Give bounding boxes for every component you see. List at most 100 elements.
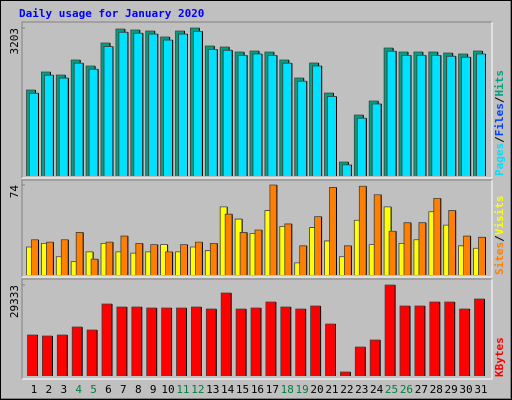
bar-shade xyxy=(314,216,322,275)
bar-shade xyxy=(234,218,243,275)
x-tick-label: 26 xyxy=(400,383,413,396)
bar xyxy=(414,305,425,376)
legend-entry: Sites xyxy=(493,242,506,275)
bar xyxy=(44,75,54,176)
bar-shade xyxy=(160,244,168,275)
bar xyxy=(163,40,173,176)
bar xyxy=(135,243,143,275)
bar-shade xyxy=(459,308,470,376)
bar-shade xyxy=(369,339,381,376)
bar-shade xyxy=(75,232,84,275)
bar xyxy=(130,253,138,275)
bar xyxy=(118,32,128,176)
bar-shade xyxy=(428,51,438,176)
bar-shade xyxy=(26,89,36,176)
bar-shade xyxy=(310,305,321,376)
legend-entry: Hits xyxy=(493,70,506,97)
bar xyxy=(282,63,292,176)
bar xyxy=(133,33,143,176)
bar-shade xyxy=(356,117,367,176)
bar xyxy=(329,187,337,275)
bar xyxy=(26,247,34,275)
bar xyxy=(160,244,168,275)
bar-shade xyxy=(443,52,453,176)
x-tick-label: 31 xyxy=(474,383,487,396)
bar-shade xyxy=(73,62,84,176)
bar xyxy=(280,306,291,376)
bar-shade xyxy=(416,55,426,176)
x-tick-label: 16 xyxy=(251,383,264,396)
bar xyxy=(193,31,203,176)
bar xyxy=(309,227,317,275)
bar xyxy=(240,232,248,275)
panel-border xyxy=(21,179,492,277)
bar xyxy=(384,206,392,275)
x-tick-label: 6 xyxy=(105,383,112,396)
bar xyxy=(413,239,421,275)
bar xyxy=(87,329,98,376)
panel-border xyxy=(22,180,493,278)
bar xyxy=(131,306,142,376)
bar xyxy=(339,256,347,275)
bar-shade xyxy=(473,50,483,176)
panel-border xyxy=(21,21,492,178)
bar xyxy=(59,78,69,176)
bar-shade xyxy=(135,242,143,275)
bar-shade xyxy=(146,307,157,376)
x-tick-label: 12 xyxy=(191,383,204,396)
bar-shade xyxy=(70,59,81,176)
legend-separator: / xyxy=(493,235,506,242)
x-tick-label: 15 xyxy=(236,383,249,396)
bar-shade xyxy=(235,308,247,376)
bar-shade xyxy=(327,96,337,176)
bar-shade xyxy=(371,103,382,176)
bar xyxy=(294,262,302,275)
bar-shade xyxy=(115,28,125,176)
bar-shade xyxy=(429,301,440,376)
bar xyxy=(372,103,382,176)
bar-shade xyxy=(279,59,289,176)
bar-shade xyxy=(401,55,411,176)
bar xyxy=(476,54,486,177)
bar-shade xyxy=(280,306,291,376)
bar xyxy=(374,194,382,275)
bar xyxy=(178,34,188,176)
bar xyxy=(267,55,277,177)
bar xyxy=(195,242,203,275)
bar-shade xyxy=(299,245,307,275)
bar xyxy=(369,244,377,275)
bar xyxy=(250,233,257,275)
bar-shade xyxy=(29,92,39,176)
panel-border xyxy=(21,278,492,379)
x-tick-label: 5 xyxy=(90,383,97,396)
x-tick-label: 20 xyxy=(310,383,323,396)
bar xyxy=(314,216,322,275)
bar xyxy=(387,51,397,177)
bar xyxy=(325,323,336,376)
bar xyxy=(74,63,84,176)
bar xyxy=(86,251,94,275)
bar-shade xyxy=(386,50,397,176)
bar-shade xyxy=(60,239,69,275)
bar-shade xyxy=(219,206,228,275)
bar-shade xyxy=(478,236,486,275)
bar xyxy=(104,46,113,176)
bar-shade xyxy=(55,74,66,176)
bar xyxy=(89,69,99,176)
bar xyxy=(255,230,262,275)
bar xyxy=(176,308,187,376)
bar-shade xyxy=(204,45,215,176)
bar-shade xyxy=(219,46,230,176)
bar xyxy=(71,261,79,275)
bar-shade xyxy=(418,222,426,275)
legend-entry: KBytes xyxy=(493,337,506,377)
bar xyxy=(91,259,99,275)
x-tick-label: 2 xyxy=(46,383,53,396)
bar xyxy=(210,243,218,275)
x-tick-label: 17 xyxy=(266,383,279,396)
bar-shade xyxy=(461,56,471,176)
x-tick-label: 14 xyxy=(221,383,235,396)
bar xyxy=(180,244,188,275)
bar xyxy=(29,93,39,176)
bar-shade xyxy=(118,31,128,176)
